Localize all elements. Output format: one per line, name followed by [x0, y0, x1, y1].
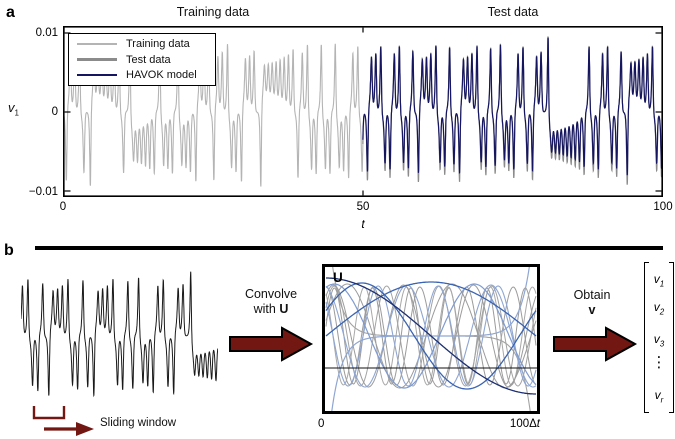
v3-base: v	[653, 332, 660, 346]
vector-entry-v1: v1	[644, 272, 674, 288]
ylabel-v1-sub: 1	[14, 108, 19, 118]
ytick-mid: 0	[51, 106, 58, 118]
sliding-window-arrowhead-icon	[76, 422, 94, 436]
legend-label-test: Test data	[126, 53, 171, 66]
v1-sub: 1	[659, 279, 665, 289]
timeseries-plot	[63, 26, 663, 197]
obtain-line1: Obtain	[573, 288, 611, 302]
obtain-arrow-icon	[553, 326, 638, 362]
u-xtick-0: 0	[318, 418, 325, 430]
convolve-with: with	[253, 302, 280, 316]
v-vector: v1 v2 v3 ⋮ vr	[644, 262, 674, 413]
legend-line-training	[77, 43, 117, 46]
legend: Training data Test data HAVOK model	[68, 33, 216, 86]
convolve-line1: Convolve	[244, 287, 298, 301]
v2-base: v	[653, 300, 660, 314]
vr-sub: r	[660, 395, 664, 405]
legend-label-havok: HAVOK model	[126, 68, 197, 81]
legend-line-havok	[77, 73, 117, 76]
u-plot-corner-label: U	[333, 270, 343, 285]
u-xtick-t: t	[536, 418, 540, 430]
u-xtick-prefix: 100Δ	[509, 418, 537, 430]
title-training-data: Training data	[176, 5, 250, 19]
legend-row-training: Training data	[69, 37, 215, 51]
vector-entry-v2: v2	[644, 300, 674, 316]
convolve-u: U	[279, 302, 289, 316]
vector-bracket-right	[669, 262, 674, 413]
vector-ellipsis: ⋮	[651, 354, 667, 371]
ytick-bottom: −0.01	[28, 186, 58, 198]
vr-base: v	[654, 388, 661, 402]
u-basis-plot	[322, 264, 540, 414]
xtick-50: 50	[356, 201, 370, 213]
v2-sub: 2	[659, 307, 665, 317]
xtick-100: 100	[653, 201, 673, 213]
panel-a-label: a	[6, 4, 15, 21]
legend-row-havok: HAVOK model	[69, 68, 215, 82]
obtain-text: Obtain v	[560, 288, 624, 318]
vector-bracket-left	[644, 262, 649, 413]
legend-line-test	[77, 58, 117, 61]
sliding-window-glyph	[32, 406, 94, 436]
sliding-window-label: Sliding window	[100, 417, 177, 429]
u-xtick-100dt: 100Δt	[492, 418, 540, 430]
title-test-data: Test data	[487, 5, 539, 19]
xlabel-t: t	[361, 217, 365, 231]
convolve-text: Convolve with U	[226, 287, 316, 317]
xtick-0: 0	[59, 201, 67, 213]
v3-sub: 3	[659, 339, 665, 349]
ylabel-v1: v1	[8, 100, 19, 118]
vector-entry-vr: vr	[644, 388, 674, 404]
v1-base: v	[653, 272, 660, 286]
raw-signal-plot	[21, 271, 218, 398]
ylabel-v1-base: v	[8, 100, 15, 115]
sliding-window-bracket-icon	[32, 406, 66, 420]
vector-entry-v3: v3	[644, 332, 674, 348]
obtain-v: v	[588, 303, 596, 317]
convolve-arrow-icon	[229, 326, 314, 362]
legend-label-training: Training data	[126, 38, 190, 51]
panel-b-label: b	[4, 242, 14, 259]
convolve-line2: with U	[226, 302, 316, 317]
legend-row-test: Test data	[69, 53, 215, 67]
panel-separator-bar	[35, 246, 663, 250]
ytick-top: 0.01	[35, 27, 58, 39]
